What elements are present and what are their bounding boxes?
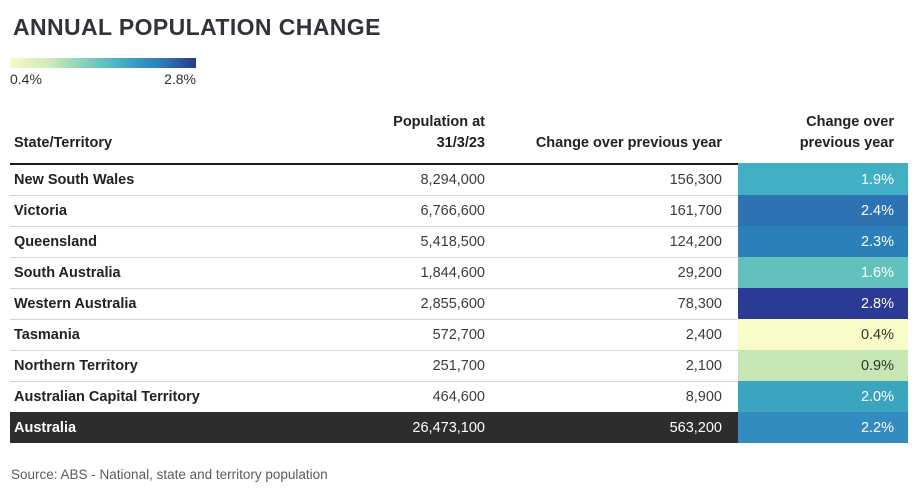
table-row: Australian Capital Territory 464,600 8,9… [10,380,908,413]
change-cell: 2,100 [485,349,738,382]
population-cell: 8,294,000 [420,171,485,188]
change-cell: 563,200 [485,412,738,444]
population-cell: 572,700 [340,318,485,351]
page-title: ANNUAL POPULATION CHANGE [13,14,381,40]
table-header: State/Territory Population at 31/3/23 Ch… [10,112,908,166]
table-body: New South Wales 8,294,000 156,300 1.9% V… [10,164,908,444]
table-row: New South Wales 8,294,000 156,300 1.9% [10,164,908,196]
change-cell: 156,300 [669,171,722,188]
column-header-state: State/Territory [10,112,340,166]
change-pct-heatmap-cell: 1.9% [738,164,908,196]
change-pct-heatmap-cell: 2.8% [738,288,908,320]
table-row: Victoria 6,766,600 161,700 2.4% [10,194,908,227]
state-name-cell: New South Wales [14,171,135,188]
population-cell: 6,766,600 [340,194,485,227]
population-cell: 464,600 [340,380,485,413]
column-header-change-pct: Change over previous year [738,112,908,166]
state-name-cell: Northern Territory [10,349,340,382]
change-pct-heatmap-cell: 0.4% [738,319,908,351]
change-cell: 124,200 [485,225,738,258]
change-cell: 2,400 [485,318,738,351]
legend-max-label: 2.8% [164,71,196,87]
population-cell: 26,473,100 [340,412,485,444]
state-name-cell: Western Australia [10,287,340,320]
population-cell: 2,855,600 [340,287,485,320]
change-pct-heatmap-cell: 0.9% [738,350,908,382]
change-cell: 78,300 [485,287,738,320]
change-pct-heatmap-cell: 2.0% [738,381,908,413]
table-row: Tasmania 572,700 2,400 0.4% [10,318,908,351]
column-header-change: Change over previous year [485,112,738,166]
color-gradient-bar [10,58,196,68]
table-row: Northern Territory 251,700 2,100 0.9% [10,349,908,382]
change-pct-heatmap-cell: 1.6% [738,257,908,289]
page: ANNUAL POPULATION CHANGE 0.4% 2.8% State… [10,14,908,483]
state-name-cell: Queensland [10,225,340,258]
population-cell: 251,700 [340,349,485,382]
state-name-cell: South Australia [10,256,340,289]
table-row: Queensland 5,418,500 124,200 2.3% [10,225,908,258]
state-name-cell: Australian Capital Territory [10,380,340,413]
table-row: Western Australia 2,855,600 78,300 2.8% [10,287,908,320]
population-cell: 5,418,500 [340,225,485,258]
state-name-cell: Australia [10,412,340,444]
population-cell: 1,844,600 [340,256,485,289]
legend-labels: 0.4% 2.8% [10,71,196,87]
state-name-cell: Victoria [10,194,340,227]
state-name-cell: Tasmania [10,318,340,351]
column-header-population: Population at 31/3/23 [340,112,485,166]
table-row: South Australia 1,844,600 29,200 1.6% [10,256,908,289]
change-cell: 161,700 [485,194,738,227]
population-table: State/Territory Population at 31/3/23 Ch… [10,112,908,444]
change-pct-heatmap-cell: 2.2% [738,412,908,444]
change-cell: 8,900 [485,380,738,413]
change-cell: 29,200 [485,256,738,289]
table-row: Australia 26,473,100 563,200 2.2% [10,412,908,444]
legend-min-label: 0.4% [10,71,42,87]
source-note: Source: ABS - National, state and territ… [11,467,328,483]
color-scale-legend: 0.4% 2.8% [10,58,196,87]
change-pct-heatmap-cell: 2.3% [738,226,908,258]
change-pct-heatmap-cell: 2.4% [738,195,908,227]
